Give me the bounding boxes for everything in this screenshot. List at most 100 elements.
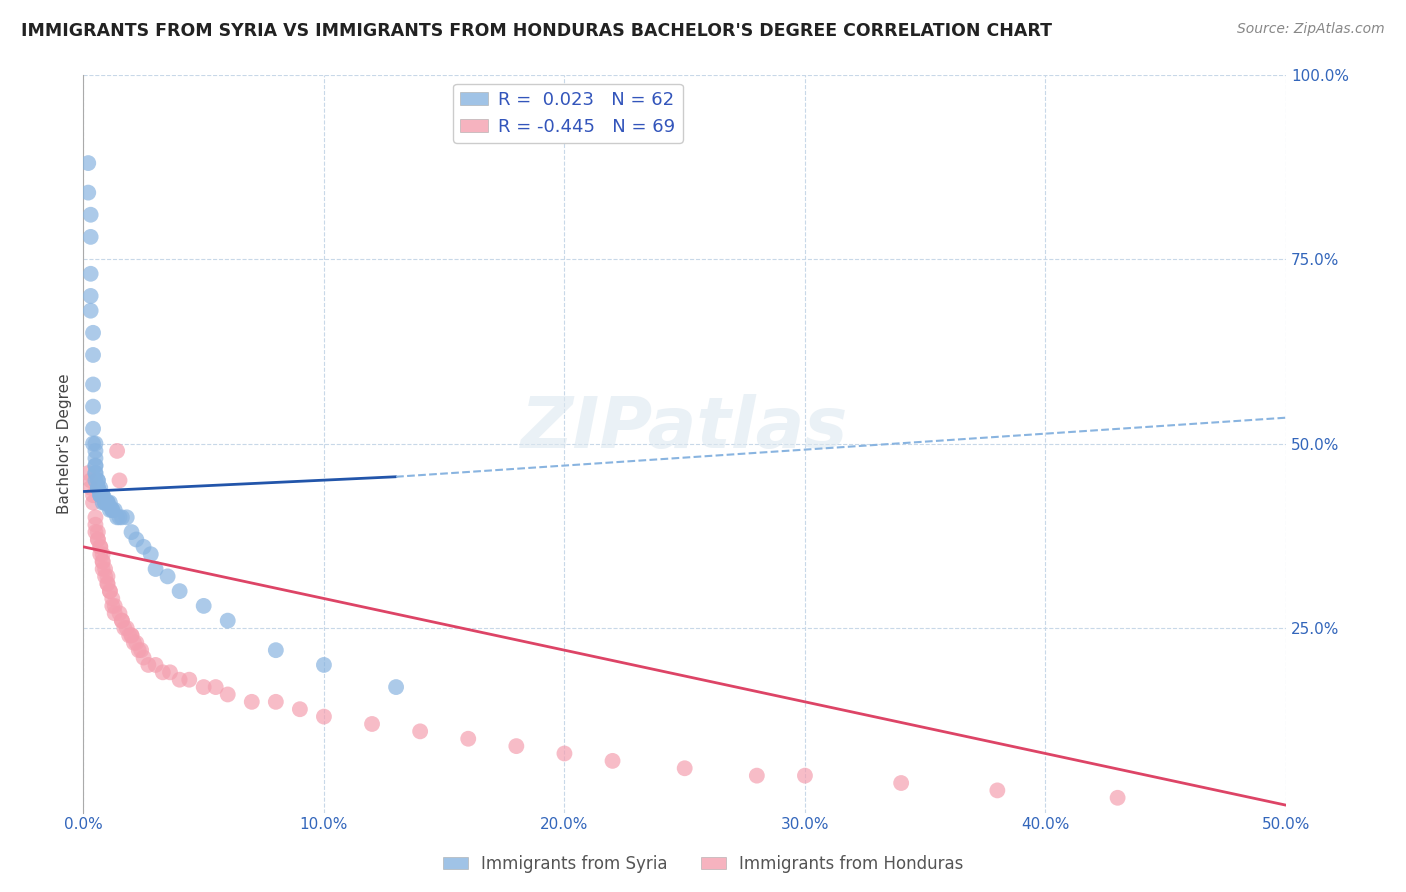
Point bbox=[84, 436, 107, 450]
Point bbox=[145, 657, 167, 672]
Point bbox=[91, 488, 114, 502]
Point bbox=[96, 576, 118, 591]
Point bbox=[79, 481, 101, 495]
Point bbox=[87, 474, 110, 488]
Point bbox=[145, 562, 167, 576]
Text: IMMIGRANTS FROM SYRIA VS IMMIGRANTS FROM HONDURAS BACHELOR'S DEGREE CORRELATION : IMMIGRANTS FROM SYRIA VS IMMIGRANTS FROM… bbox=[21, 22, 1052, 40]
Point bbox=[77, 466, 100, 480]
Point bbox=[94, 495, 117, 509]
Point bbox=[89, 488, 111, 502]
Point bbox=[84, 525, 107, 540]
Point bbox=[87, 481, 110, 495]
Point bbox=[101, 503, 124, 517]
Point bbox=[79, 230, 101, 244]
Point bbox=[1107, 790, 1129, 805]
Y-axis label: Bachelor's Degree: Bachelor's Degree bbox=[58, 373, 72, 514]
Point bbox=[125, 636, 148, 650]
Legend: Immigrants from Syria, Immigrants from Honduras: Immigrants from Syria, Immigrants from H… bbox=[436, 848, 970, 880]
Point bbox=[82, 436, 104, 450]
Point bbox=[94, 562, 117, 576]
Point bbox=[193, 680, 215, 694]
Point bbox=[986, 783, 1008, 797]
Point bbox=[89, 488, 111, 502]
Point bbox=[457, 731, 479, 746]
Point bbox=[82, 488, 104, 502]
Point bbox=[84, 451, 107, 466]
Point bbox=[125, 533, 148, 547]
Point bbox=[108, 510, 131, 524]
Point bbox=[94, 495, 117, 509]
Point bbox=[122, 636, 145, 650]
Point bbox=[84, 458, 107, 473]
Point bbox=[82, 495, 104, 509]
Point bbox=[264, 643, 287, 657]
Point bbox=[84, 466, 107, 480]
Point bbox=[288, 702, 311, 716]
Point bbox=[139, 547, 162, 561]
Point bbox=[101, 591, 124, 606]
Point bbox=[91, 555, 114, 569]
Point bbox=[89, 547, 111, 561]
Point bbox=[128, 643, 150, 657]
Point bbox=[77, 186, 100, 200]
Point bbox=[361, 717, 384, 731]
Point bbox=[87, 533, 110, 547]
Point bbox=[96, 495, 118, 509]
Point bbox=[91, 495, 114, 509]
Point bbox=[132, 540, 155, 554]
Point bbox=[87, 481, 110, 495]
Point bbox=[89, 481, 111, 495]
Point bbox=[118, 628, 141, 642]
Point bbox=[82, 400, 104, 414]
Point bbox=[673, 761, 696, 775]
Point bbox=[84, 458, 107, 473]
Point bbox=[108, 607, 131, 621]
Point bbox=[111, 614, 134, 628]
Point bbox=[505, 739, 527, 753]
Point bbox=[129, 643, 152, 657]
Point bbox=[193, 599, 215, 613]
Point bbox=[169, 584, 191, 599]
Point bbox=[312, 709, 335, 723]
Point bbox=[217, 614, 239, 628]
Point bbox=[91, 562, 114, 576]
Point bbox=[602, 754, 624, 768]
Point bbox=[890, 776, 912, 790]
Point bbox=[240, 695, 263, 709]
Point bbox=[79, 474, 101, 488]
Point bbox=[87, 525, 110, 540]
Point bbox=[121, 628, 143, 642]
Point bbox=[98, 584, 121, 599]
Point bbox=[84, 466, 107, 480]
Point bbox=[87, 474, 110, 488]
Point bbox=[79, 303, 101, 318]
Point bbox=[91, 555, 114, 569]
Point bbox=[79, 208, 101, 222]
Point bbox=[96, 495, 118, 509]
Point bbox=[112, 621, 135, 635]
Point bbox=[84, 474, 107, 488]
Point bbox=[101, 503, 124, 517]
Point bbox=[104, 607, 127, 621]
Point bbox=[169, 673, 191, 687]
Point bbox=[105, 444, 128, 458]
Point bbox=[121, 525, 143, 540]
Point bbox=[217, 688, 239, 702]
Text: ZIPatlas: ZIPatlas bbox=[522, 394, 848, 463]
Point bbox=[79, 267, 101, 281]
Point bbox=[104, 599, 127, 613]
Point bbox=[96, 576, 118, 591]
Text: Source: ZipAtlas.com: Source: ZipAtlas.com bbox=[1237, 22, 1385, 37]
Point bbox=[84, 444, 107, 458]
Point bbox=[101, 599, 124, 613]
Point bbox=[156, 569, 179, 583]
Point bbox=[96, 569, 118, 583]
Point bbox=[312, 657, 335, 672]
Point bbox=[111, 614, 134, 628]
Point bbox=[115, 510, 138, 524]
Point bbox=[385, 680, 408, 694]
Point bbox=[121, 628, 143, 642]
Point bbox=[89, 540, 111, 554]
Point bbox=[84, 510, 107, 524]
Point bbox=[409, 724, 432, 739]
